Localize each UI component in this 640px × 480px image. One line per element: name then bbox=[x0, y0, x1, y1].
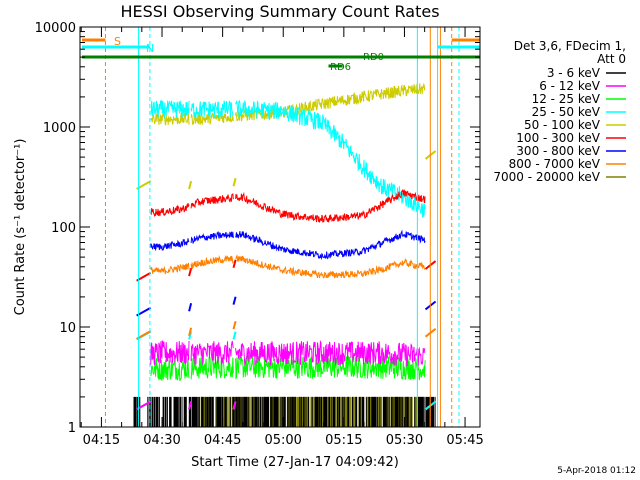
x-tick-label: 05:00 bbox=[264, 433, 301, 448]
series-line bbox=[235, 99, 426, 218]
y-tick-label: 100 bbox=[51, 221, 76, 236]
legend-header-line1: Det 3,6, FDecim 1, bbox=[514, 39, 626, 53]
series-edge bbox=[232, 331, 237, 340]
legend-label: 3 - 6 keV bbox=[547, 66, 601, 80]
series-line bbox=[150, 112, 190, 126]
legend-label: 12 - 25 keV bbox=[532, 92, 601, 106]
series-edge bbox=[188, 327, 193, 336]
series-edge bbox=[232, 178, 237, 187]
series-edge bbox=[188, 303, 193, 312]
x-tick-label: 04:30 bbox=[143, 433, 180, 448]
legend-label: 800 - 7000 keV bbox=[509, 157, 601, 171]
series-line bbox=[235, 229, 426, 261]
legend-label: 100 - 300 keV bbox=[516, 131, 600, 145]
axis-layer: 1 10 100 1000 10000 04:15 04:30 04:45 05:00 05:15… bbox=[35, 21, 484, 448]
series-line bbox=[235, 83, 426, 122]
y-tick-label: 1000 bbox=[43, 121, 76, 136]
annotation-layer: S N RD0 RD6 bbox=[82, 27, 480, 427]
x-tick-label: 05:30 bbox=[386, 433, 423, 448]
y-tick-label: 10 bbox=[59, 321, 76, 336]
x-tick-label: 05:15 bbox=[325, 433, 362, 448]
x-axis-label: Start Time (27-Jan-17 04:09:42) bbox=[191, 455, 399, 470]
series-line bbox=[190, 111, 234, 125]
saa-label: S bbox=[114, 35, 121, 48]
series-line bbox=[235, 339, 426, 367]
legend-label: 25 - 50 keV bbox=[532, 105, 601, 119]
series-line bbox=[150, 99, 190, 119]
series-3-6-kev bbox=[133, 396, 436, 427]
series-line bbox=[190, 100, 234, 119]
legend-label: 50 - 100 keV bbox=[524, 118, 601, 132]
footer-date: 5-Apr-2018 01:12 bbox=[557, 466, 636, 476]
series-line bbox=[150, 262, 190, 275]
series-edge bbox=[232, 296, 237, 305]
series-edge bbox=[232, 259, 237, 268]
x-tick-label: 05:45 bbox=[446, 433, 483, 448]
series-line bbox=[150, 358, 190, 382]
chart-title: HESSI Observing Summary Count Rates bbox=[120, 2, 439, 21]
series-line bbox=[133, 396, 436, 427]
series-line bbox=[150, 339, 190, 366]
y-tick-label: 10000 bbox=[35, 21, 76, 36]
series-line bbox=[235, 254, 426, 279]
series-edge bbox=[188, 180, 193, 190]
y-tick-label: 1 bbox=[68, 421, 76, 436]
x-tick-label: 04:45 bbox=[204, 433, 241, 448]
y-axis-label: Count Rate (s⁻¹ detector⁻¹) bbox=[13, 139, 28, 316]
series-line bbox=[190, 254, 234, 270]
series-edge bbox=[188, 267, 193, 277]
series-line bbox=[190, 193, 234, 209]
series-line bbox=[235, 189, 426, 223]
x-tick-label: 04:15 bbox=[83, 433, 120, 448]
series-edge bbox=[232, 320, 237, 330]
data-layer bbox=[133, 83, 437, 427]
series-edge bbox=[188, 401, 193, 410]
series-edge bbox=[232, 401, 237, 410]
series-line bbox=[190, 340, 234, 365]
legend-header-line2: Att 0 bbox=[597, 52, 626, 66]
series-line bbox=[235, 353, 426, 381]
legend-label: 6 - 12 keV bbox=[539, 79, 601, 93]
legend-label: 7000 - 20000 keV bbox=[493, 170, 600, 184]
series-line bbox=[150, 238, 190, 252]
legend-label: 300 - 800 keV bbox=[516, 144, 600, 158]
series-line bbox=[190, 230, 234, 244]
series-line bbox=[150, 203, 190, 218]
